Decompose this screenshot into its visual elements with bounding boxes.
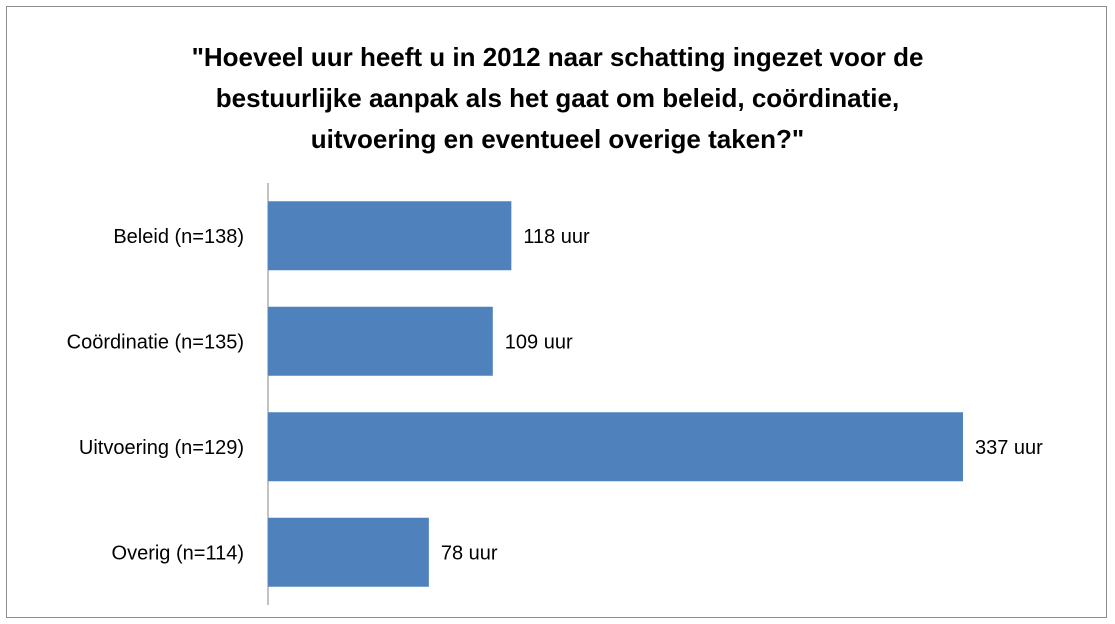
chart-title-line-2: bestuurlijke aanpak als het gaat om bele… [215, 83, 900, 113]
chart-frame [6, 6, 1107, 618]
data-label-0: 118 uur [523, 226, 590, 248]
bar-2 [268, 412, 963, 482]
bar-1 [268, 306, 493, 376]
category-label-1: Coördinatie (n=135) [67, 331, 244, 353]
chart-title-line-3: uitvoering en eventueel overige taken?" [310, 124, 805, 154]
bar-0 [268, 201, 512, 271]
data-label-1: 109 uur [505, 331, 573, 353]
category-label-3: Overig (n=114) [112, 542, 244, 564]
chart-title: "Hoeveel uur heeft u in 2012 naar schatt… [0, 37, 1115, 160]
data-label-2: 337 uur [975, 437, 1043, 459]
bar-3 [268, 517, 429, 587]
chart-title-line-1: "Hoeveel uur heeft u in 2012 naar schatt… [191, 42, 924, 72]
category-label-0: Beleid (n=138) [113, 226, 244, 248]
category-label-2: Uitvoering (n=129) [79, 437, 244, 459]
data-label-3: 78 uur [441, 542, 498, 564]
